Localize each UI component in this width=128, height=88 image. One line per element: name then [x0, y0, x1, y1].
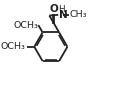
- Text: O: O: [50, 4, 59, 14]
- Text: CH₃: CH₃: [69, 10, 87, 19]
- Text: OCH₃: OCH₃: [1, 42, 25, 51]
- Text: H: H: [58, 5, 65, 14]
- Text: N: N: [58, 10, 67, 20]
- Text: OCH₃: OCH₃: [13, 21, 38, 30]
